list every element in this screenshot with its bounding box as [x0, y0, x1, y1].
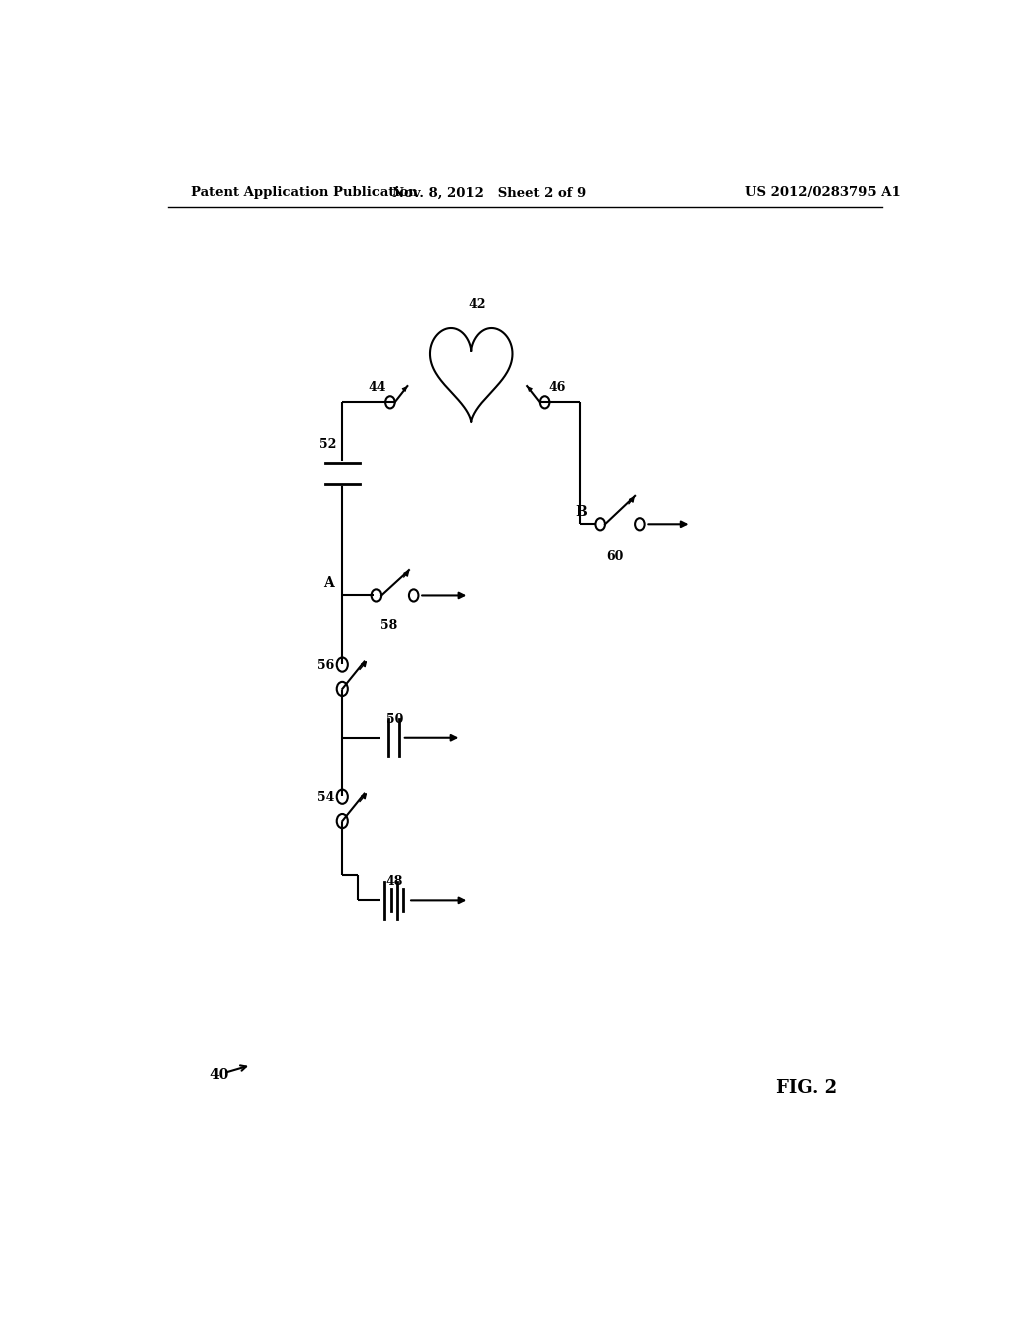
Text: 60: 60	[606, 550, 624, 564]
Text: B: B	[574, 506, 587, 519]
Text: 40: 40	[210, 1068, 229, 1082]
Text: Nov. 8, 2012   Sheet 2 of 9: Nov. 8, 2012 Sheet 2 of 9	[392, 186, 586, 199]
Text: 44: 44	[369, 381, 386, 395]
Text: 46: 46	[549, 381, 566, 395]
Text: 58: 58	[380, 619, 397, 632]
Text: US 2012/0283795 A1: US 2012/0283795 A1	[744, 186, 900, 199]
Text: 48: 48	[386, 875, 403, 888]
Text: 54: 54	[317, 791, 334, 804]
Text: 52: 52	[318, 438, 336, 451]
Text: 42: 42	[469, 298, 486, 312]
Text: 56: 56	[317, 659, 334, 672]
Text: A: A	[324, 577, 334, 590]
Text: FIG. 2: FIG. 2	[776, 1080, 837, 1097]
Text: Patent Application Publication: Patent Application Publication	[191, 186, 418, 199]
Text: 50: 50	[386, 713, 403, 726]
